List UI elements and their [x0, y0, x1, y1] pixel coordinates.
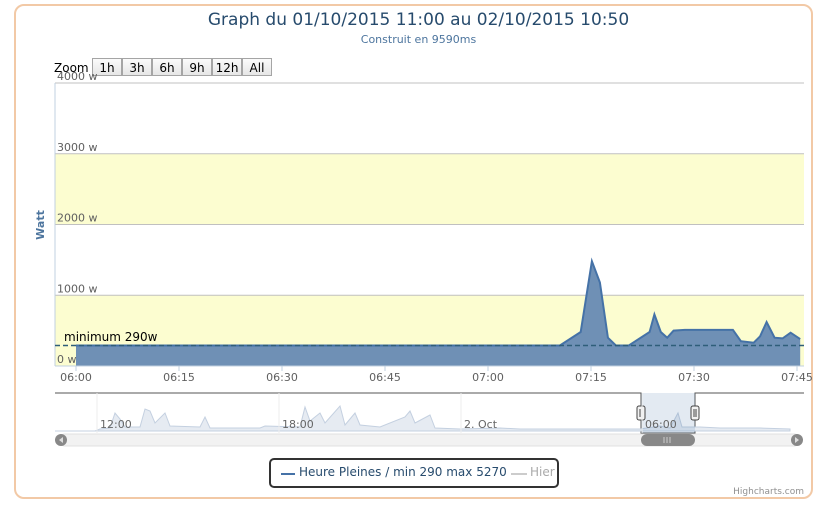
legend-hier-line-icon — [511, 473, 527, 475]
legend: Heure Pleines / min 290 max 5270 Hier — [269, 458, 559, 488]
navigator-label: 06:00 — [645, 418, 677, 431]
x-tick-label: 06:15 — [163, 371, 195, 384]
legend-item-hier[interactable]: Hier — [530, 465, 555, 479]
y-tick-label: 0 w — [57, 353, 77, 366]
navigator-right-handle[interactable] — [690, 405, 700, 421]
y-tick-label: 2000 w — [57, 212, 98, 225]
x-tick-label: 07:45 — [781, 371, 813, 384]
x-tick-label: 06:45 — [369, 371, 401, 384]
zoom-9h-button[interactable]: 9h — [182, 58, 212, 76]
zoom-3h-button[interactable]: 3h — [122, 58, 152, 76]
legend-series-line-icon — [281, 473, 295, 475]
y-axis-title: Watt — [34, 210, 47, 240]
navigator-label: 18:00 — [282, 418, 314, 431]
navigator-label: 12:00 — [100, 418, 132, 431]
x-tick-label: 07:30 — [678, 371, 710, 384]
chart-title: Graph du 01/10/2015 11:00 au 02/10/2015 … — [207, 10, 630, 30]
y-tick-label: 3000 w — [57, 141, 98, 154]
minimum-label: minimum 290w — [64, 330, 158, 344]
navigator[interactable]: 12:00 18:00 2. Oct 06:00 — [55, 392, 804, 447]
scrollbar-thumb[interactable] — [641, 434, 695, 446]
series-line[interactable] — [76, 257, 801, 347]
navigator-label: 2. Oct — [464, 418, 498, 431]
y-axis-labels: 0 w 1000 w 2000 w 3000 w 4000 w — [57, 70, 98, 366]
plot-band-high — [55, 153, 804, 225]
series-area[interactable] — [76, 261, 801, 366]
chart-subtitle: Construit en 9590ms — [360, 33, 477, 46]
x-tick-label: 07:00 — [472, 371, 504, 384]
zoom-12h-button[interactable]: 12h — [212, 58, 242, 76]
y-tick-label: 1000 w — [57, 282, 98, 295]
x-tick-label: 06:30 — [266, 371, 298, 384]
navigator-selection[interactable] — [641, 393, 695, 433]
x-tick-label: 06:00 — [60, 371, 92, 384]
zoom-1h-button[interactable]: 1h — [92, 58, 122, 76]
zoom-label: Zoom — [54, 61, 89, 75]
zoom-all-button[interactable]: All — [242, 58, 272, 76]
navigator-left-handle[interactable] — [636, 405, 646, 421]
credits-link[interactable]: Highcharts.com — [733, 487, 804, 497]
x-tick-label: 07:15 — [575, 371, 607, 384]
legend-item-heure-pleines[interactable]: Heure Pleines / min 290 max 5270 — [299, 465, 507, 479]
chart-frame — [14, 4, 813, 499]
navigator-series — [55, 404, 791, 432]
y-tick-label: 4000 w — [57, 70, 98, 83]
x-axis-labels: 06:00 06:15 06:30 06:45 07:00 07:15 07:30 07:45 — [55, 365, 813, 384]
navigator-outline — [55, 392, 804, 434]
zoom-6h-button[interactable]: 6h — [152, 58, 182, 76]
